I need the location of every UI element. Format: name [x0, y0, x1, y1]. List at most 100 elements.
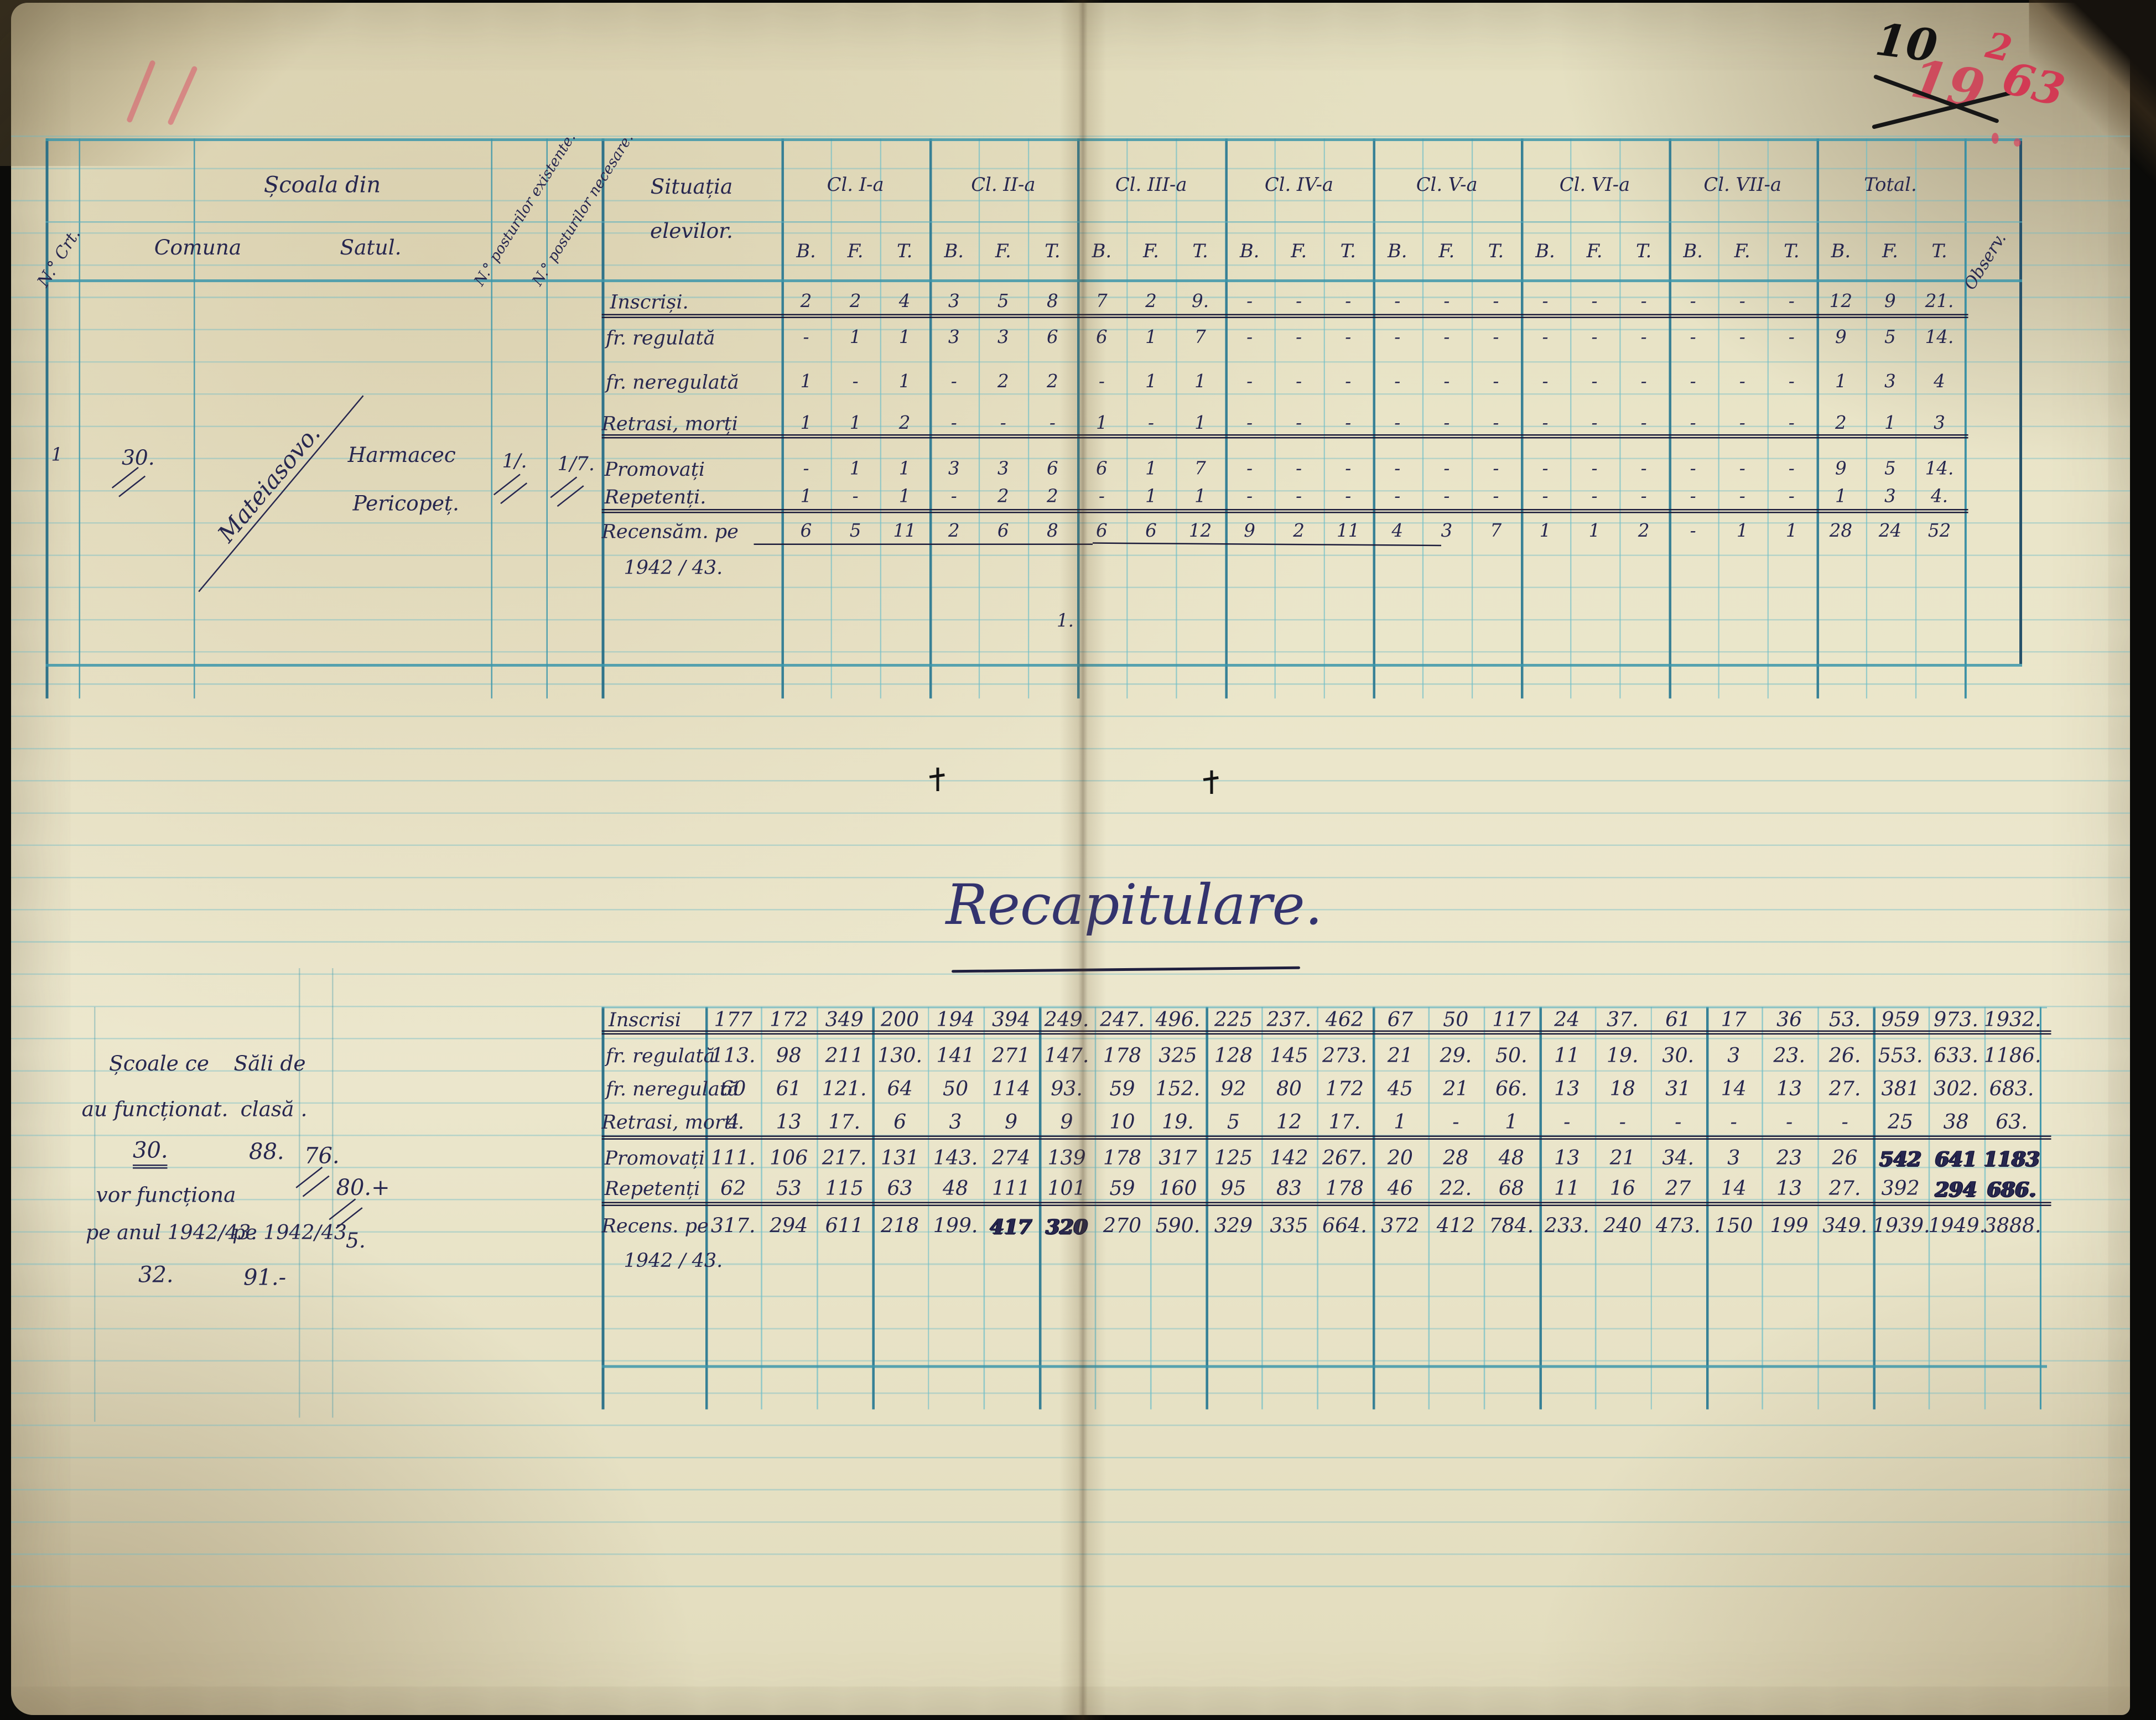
table-cell: 1949.: [1928, 1215, 1986, 1238]
recap-group-grid: [705, 1007, 2040, 1410]
table-cell: 8: [1046, 521, 1058, 543]
table-cell: T.: [1192, 241, 1208, 263]
table-cell: 317.: [710, 1215, 756, 1238]
table-cell: 349: [825, 1010, 864, 1032]
observ-column-line: [2019, 138, 2022, 664]
column-line: [79, 138, 81, 699]
table-cell: 26: [1832, 1148, 1858, 1170]
table-cell: -: [1077, 487, 1126, 508]
table-cell: 7: [1490, 521, 1502, 543]
table-cell: -: [1394, 413, 1401, 435]
table-cell: Total.: [1864, 174, 1917, 196]
header-elevilor: elevilor.: [650, 219, 733, 243]
table-cell: 68: [1498, 1178, 1524, 1201]
table-cell: 218: [881, 1215, 919, 1238]
table-cell: 1: [898, 487, 911, 508]
note-schools-next: 32.: [138, 1261, 174, 1288]
table-cell: 317: [1158, 1148, 1197, 1170]
table-cell: 3: [1727, 1046, 1741, 1068]
table-cell: 959: [1881, 1010, 1920, 1032]
table-cell: 19.: [1162, 1112, 1194, 1134]
recap-ink-underline-repetenti: [601, 1202, 2051, 1206]
row-label-year: 1942 / 43.: [624, 557, 723, 580]
table-row: 1-1-22-11------------134.: [782, 487, 1966, 508]
table-cell: 95: [1220, 1178, 1246, 1201]
table-cell: 23: [1776, 1148, 1802, 1170]
table-cell: B.: [796, 241, 816, 263]
table-cell: B.: [1388, 241, 1407, 263]
table-cell: 194: [936, 1010, 975, 1032]
table-cell: 590.: [1155, 1215, 1201, 1238]
posts-existing-value: 1/.: [502, 451, 527, 473]
table-cell: -: [1443, 487, 1450, 508]
column-line: [546, 138, 548, 699]
table-cell: 27.: [1828, 1178, 1861, 1201]
table-cell: 1: [1194, 372, 1206, 393]
table-cell: 93.: [1039, 1079, 1094, 1101]
red-dot: [2014, 138, 2021, 147]
table-cell: 11: [893, 521, 916, 543]
table-cell: -: [1296, 372, 1302, 393]
table-cell: -: [1788, 372, 1795, 393]
red-dot: [1992, 133, 1999, 144]
table-cell: -: [1443, 413, 1450, 435]
table-cell: 3: [1934, 413, 1945, 435]
table-cell: 13: [776, 1112, 802, 1134]
table-cell: 24: [1878, 521, 1902, 543]
table-cell: -: [1296, 328, 1302, 349]
table-cell: 1: [800, 372, 812, 393]
table-cell: 28: [1443, 1148, 1469, 1170]
note-rooms-count: 88.: [249, 1138, 284, 1165]
table-cell: 139: [1039, 1148, 1094, 1172]
table-cell: 26.: [1828, 1046, 1861, 1068]
table-cell: 3: [948, 292, 960, 313]
table-cell: -: [1394, 292, 1401, 313]
table-cell: 4: [1391, 521, 1404, 543]
table-cell: 1: [1394, 1112, 1407, 1134]
note-schools-count: 30.: [133, 1137, 168, 1169]
table-cell: -: [1394, 459, 1401, 480]
table-cell: -: [1690, 521, 1696, 543]
table-cell: B.: [1535, 241, 1555, 263]
table-cell: -: [1739, 372, 1745, 393]
table-cell: 1: [1884, 413, 1896, 435]
recap-row-label: Repetenți: [604, 1178, 700, 1201]
table-cell: 542: [1879, 1148, 1921, 1172]
table-cell: 417: [990, 1215, 1032, 1240]
recap-table-row: 177 172 349 200 194 394 249. 247. 496. 225 237. 462…: [705, 1010, 2041, 1032]
table-cell: 38: [1943, 1112, 1969, 1134]
table-cell: 11: [1554, 1178, 1580, 1201]
table-cell: -: [1591, 459, 1598, 480]
table-cell: 21.: [1925, 292, 1954, 313]
note-column-line: [299, 968, 301, 1418]
table-cell: 7: [1077, 292, 1126, 313]
table-cell: 5: [1884, 328, 1896, 349]
table-cell: -: [1640, 328, 1647, 349]
table-cell: 101: [1039, 1178, 1094, 1202]
table-cell: 1: [1077, 414, 1126, 435]
table-cell: 114: [991, 1079, 1031, 1101]
table-cell: -: [1452, 1112, 1459, 1134]
table-cell: 2: [898, 413, 911, 435]
table-cell: -: [803, 459, 809, 480]
table-cell: -: [852, 372, 859, 393]
ink-underline-retrasi: [601, 434, 1968, 439]
comuna-number: 30.: [122, 445, 155, 470]
table-cell: 61: [776, 1079, 802, 1101]
table-cell: 294: [1935, 1178, 1977, 1202]
table-cell: 240: [1603, 1215, 1642, 1238]
table-cell: B.: [944, 241, 964, 263]
table-cell: 3: [949, 1112, 962, 1134]
table-cell: 29.: [1440, 1046, 1472, 1068]
table-cell: -: [1690, 372, 1696, 393]
table-cell: -: [1640, 459, 1647, 480]
recap-row-label: Promovați: [604, 1148, 705, 1170]
recap-table-row: 113.98211130.141271147.178325128145273.2…: [705, 1046, 2041, 1068]
table-cell: 274: [991, 1148, 1031, 1170]
table-cell: 1: [1736, 521, 1748, 543]
table-cell: 462: [1325, 1010, 1364, 1032]
table-cell: -: [1690, 413, 1696, 435]
table-cell: -: [1246, 372, 1253, 393]
table-cell: B.: [1683, 241, 1703, 263]
